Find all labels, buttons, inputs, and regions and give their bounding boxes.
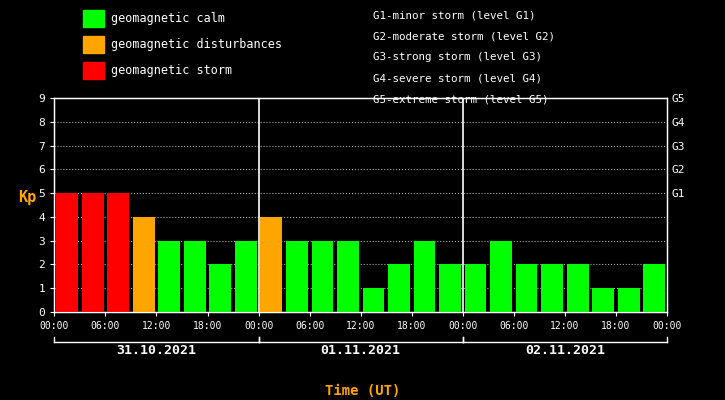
- Text: geomagnetic storm: geomagnetic storm: [111, 64, 232, 77]
- Y-axis label: Kp: Kp: [18, 190, 36, 205]
- Bar: [133, 217, 154, 312]
- Bar: [286, 241, 307, 312]
- Bar: [515, 264, 537, 312]
- Bar: [465, 264, 486, 312]
- Bar: [362, 288, 384, 312]
- Bar: [210, 264, 231, 312]
- Text: geomagnetic calm: geomagnetic calm: [111, 12, 225, 25]
- Text: G3-strong storm (level G3): G3-strong storm (level G3): [373, 52, 542, 62]
- Text: G2-moderate storm (level G2): G2-moderate storm (level G2): [373, 31, 555, 41]
- Bar: [388, 264, 410, 312]
- Bar: [235, 241, 257, 312]
- Text: Time (UT): Time (UT): [325, 384, 400, 398]
- Text: 31.10.2021: 31.10.2021: [117, 344, 196, 357]
- Bar: [57, 193, 78, 312]
- Bar: [592, 288, 614, 312]
- Text: G4-severe storm (level G4): G4-severe storm (level G4): [373, 74, 542, 84]
- Bar: [439, 264, 461, 312]
- Text: G1-minor storm (level G1): G1-minor storm (level G1): [373, 10, 536, 20]
- Bar: [260, 217, 282, 312]
- Bar: [158, 241, 180, 312]
- Text: geomagnetic disturbances: geomagnetic disturbances: [111, 38, 282, 51]
- Bar: [312, 241, 334, 312]
- Bar: [82, 193, 104, 312]
- Bar: [107, 193, 129, 312]
- Bar: [490, 241, 512, 312]
- Bar: [337, 241, 359, 312]
- Bar: [567, 264, 589, 312]
- Bar: [618, 288, 639, 312]
- Bar: [184, 241, 206, 312]
- Bar: [414, 241, 435, 312]
- Text: 02.11.2021: 02.11.2021: [525, 344, 605, 357]
- Text: 01.11.2021: 01.11.2021: [320, 344, 401, 357]
- Bar: [542, 264, 563, 312]
- Bar: [643, 264, 665, 312]
- Text: G5-extreme storm (level G5): G5-extreme storm (level G5): [373, 95, 549, 105]
